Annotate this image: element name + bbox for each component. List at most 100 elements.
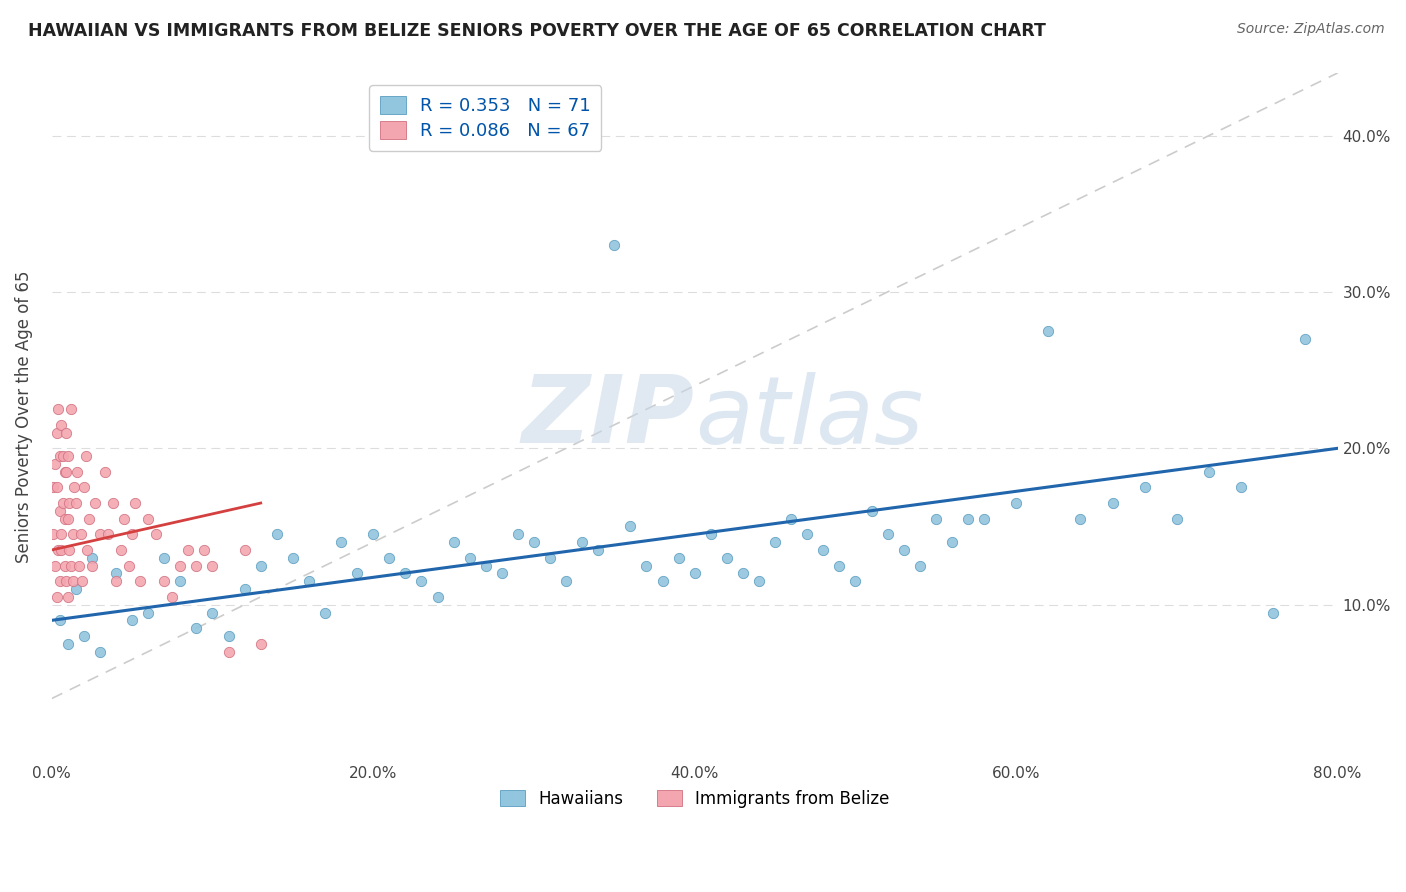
Point: [603, 238, 626, 252]
Point: [89, 645, 111, 659]
Point: [58, 543, 80, 558]
Point: [105, 566, 128, 581]
Point: [73, 629, 96, 643]
Point: [763, 535, 786, 549]
Point: [45, 590, 67, 604]
Point: [121, 527, 143, 541]
Point: [876, 527, 898, 541]
Point: [523, 535, 546, 549]
Point: [973, 511, 995, 525]
Point: [555, 574, 578, 589]
Point: [153, 550, 176, 565]
Text: atlas: atlas: [695, 372, 922, 463]
Point: [121, 613, 143, 627]
Point: [56, 637, 79, 651]
Point: [1069, 511, 1091, 525]
Point: [281, 550, 304, 565]
Point: [813, 543, 835, 558]
Point: [51, 417, 73, 432]
Point: [426, 590, 449, 604]
Point: [1133, 480, 1156, 494]
Point: [586, 543, 609, 558]
Point: [75, 449, 97, 463]
Point: [636, 558, 658, 573]
Point: [748, 574, 770, 589]
Point: [474, 558, 496, 573]
Point: [314, 606, 336, 620]
Point: [66, 465, 89, 479]
Point: [1198, 465, 1220, 479]
Point: [53, 511, 76, 525]
Y-axis label: Seniors Poverty Over the Age of 65: Seniors Poverty Over the Age of 65: [15, 271, 32, 563]
Point: [458, 550, 481, 565]
Point: [378, 550, 401, 565]
Point: [443, 535, 465, 549]
Point: [925, 511, 948, 525]
Point: [63, 480, 86, 494]
Point: [42, 527, 65, 541]
Point: [45, 425, 67, 440]
Point: [69, 527, 91, 541]
Point: [80, 558, 103, 573]
Point: [346, 566, 368, 581]
Point: [46, 543, 69, 558]
Point: [56, 590, 79, 604]
Legend: Hawaiians, Immigrants from Belize: Hawaiians, Immigrants from Belize: [494, 783, 896, 814]
Point: [361, 527, 384, 541]
Point: [1263, 606, 1285, 620]
Point: [218, 645, 240, 659]
Point: [60, 402, 83, 417]
Point: [233, 582, 256, 596]
Point: [201, 606, 224, 620]
Point: [298, 574, 321, 589]
Point: [136, 511, 159, 525]
Point: [52, 449, 75, 463]
Point: [796, 527, 818, 541]
Point: [1166, 511, 1188, 525]
Point: [731, 566, 754, 581]
Point: [145, 527, 167, 541]
Point: [153, 574, 176, 589]
Point: [89, 527, 111, 541]
Point: [72, 574, 94, 589]
Point: [65, 582, 87, 596]
Point: [112, 511, 135, 525]
Point: [218, 629, 240, 643]
Point: [716, 550, 738, 565]
Point: [249, 637, 271, 651]
Point: [51, 543, 73, 558]
Point: [893, 543, 915, 558]
Point: [700, 527, 723, 541]
Point: [44, 558, 66, 573]
Point: [186, 621, 208, 635]
Point: [956, 511, 979, 525]
Point: [941, 535, 963, 549]
Point: [186, 558, 208, 573]
Point: [828, 558, 851, 573]
Point: [62, 574, 84, 589]
Point: [65, 496, 87, 510]
Point: [619, 519, 641, 533]
Point: [56, 449, 79, 463]
Point: [411, 574, 433, 589]
Point: [136, 606, 159, 620]
Point: [58, 496, 80, 510]
Point: [169, 558, 191, 573]
Point: [844, 574, 866, 589]
Point: [1295, 332, 1317, 346]
Point: [169, 574, 191, 589]
Text: Source: ZipAtlas.com: Source: ZipAtlas.com: [1237, 22, 1385, 37]
Point: [62, 527, 84, 541]
Point: [110, 543, 132, 558]
Point: [55, 425, 77, 440]
Point: [780, 511, 803, 525]
Point: [129, 574, 152, 589]
Point: [55, 465, 77, 479]
Point: [249, 558, 271, 573]
Point: [571, 535, 593, 549]
Point: [1230, 480, 1253, 494]
Point: [651, 574, 673, 589]
Point: [101, 496, 124, 510]
Point: [45, 480, 67, 494]
Point: [538, 550, 561, 565]
